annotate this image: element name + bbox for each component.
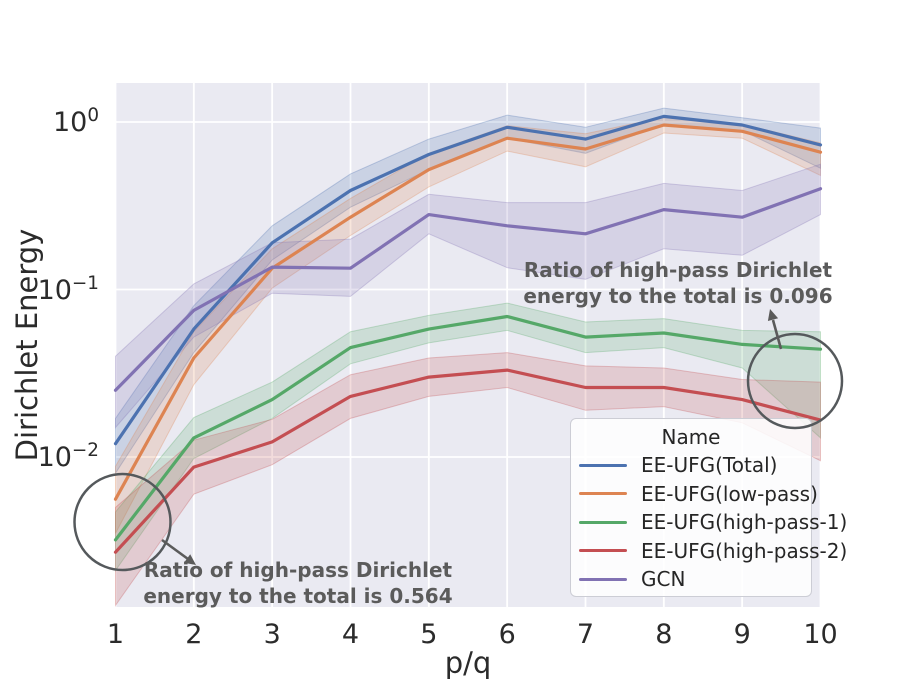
series-line (113, 314, 823, 542)
series-line (113, 368, 823, 554)
legend-item: EE-UFG(high-pass-2) (571, 537, 847, 566)
legend-title: Name (661, 425, 721, 449)
x-tick-label: 5 (420, 619, 438, 650)
series-line (113, 114, 823, 446)
series-line (113, 123, 823, 501)
legend-item: EE-UFG(Total) (571, 451, 811, 480)
confidence-band (115, 352, 821, 607)
x-tick-label: 8 (655, 619, 673, 650)
x-tick-label: 7 (576, 619, 595, 650)
y-axis-label: Dirichlet Energy (10, 228, 44, 462)
confidence-band (115, 163, 821, 429)
legend-item-label: EE-UFG(Total) (641, 453, 778, 478)
legend-item-label: EE-UFG(high-pass-2) (641, 538, 848, 563)
legend-swatch-line (579, 492, 627, 496)
annotation-high-pass-ratio-0564: Ratio of high-pass Dirichlet energy to t… (133, 557, 463, 609)
series-line (113, 187, 823, 392)
confidence-band (115, 107, 821, 475)
legend-item: GCN (571, 565, 811, 594)
y-tick-label: 10−2 (37, 439, 99, 473)
annotation-high-pass-ratio-0096: Ratio of high-pass Dirichlet energy to t… (513, 257, 843, 309)
annotation-line: Ratio of high-pass Dirichlet (143, 558, 453, 582)
x-tick-label: 9 (733, 619, 751, 650)
confidence-band (115, 116, 821, 534)
y-tick-label: 10−1 (37, 272, 99, 306)
x-tick-label: 3 (263, 619, 281, 650)
legend: Name EE-UFG(Total) EE-UFG(low-pass) EE-UFG… (570, 418, 847, 597)
x-tick-label: 1 (106, 619, 125, 650)
legend-item: EE-UFG(high-pass-1) (571, 508, 847, 537)
x-axis-label: p/q (444, 646, 492, 680)
x-tick-label: 10 (803, 619, 838, 650)
legend-swatch-line (579, 520, 627, 524)
x-tick-label: 2 (185, 619, 203, 650)
legend-swatch-line (579, 577, 627, 581)
y-tick-label: 100 (52, 104, 99, 138)
legend-item-label: EE-UFG(high-pass-1) (641, 510, 848, 535)
legend-swatch-line (579, 549, 627, 553)
annotation-line: Ratio of high-pass Dirichlet (523, 258, 833, 282)
legend-swatch-line (579, 463, 627, 467)
x-tick-label: 4 (341, 619, 360, 650)
x-tick-label: 6 (498, 619, 516, 650)
annotation-line: energy to the total is 0.564 (143, 584, 453, 608)
annotation-line: energy to the total is 0.096 (523, 284, 833, 308)
legend-item: EE-UFG(low-pass) (571, 480, 818, 509)
legend-item-label: EE-UFG(low-pass) (641, 481, 818, 506)
legend-items: EE-UFG(Total) EE-UFG(low-pass) EE-UFG(high… (571, 451, 847, 594)
confidence-band (115, 302, 821, 573)
legend-item-label: GCN (641, 567, 686, 592)
